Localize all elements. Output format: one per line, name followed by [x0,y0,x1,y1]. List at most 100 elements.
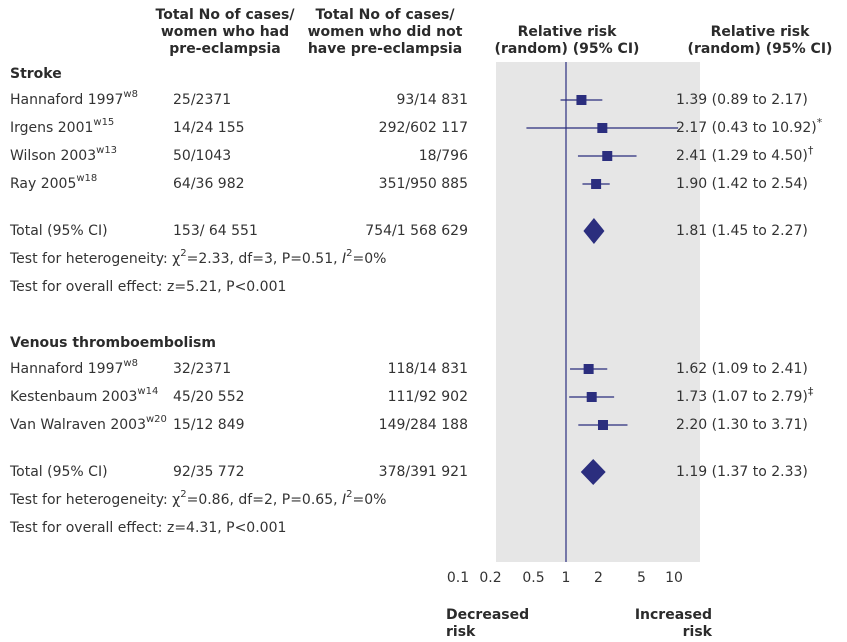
cases-pe: 14/24 155 [173,120,245,136]
x-tick-label: 1 [562,570,571,586]
column-header: (random) (95% CI) [495,41,640,57]
point-estimate [576,95,587,105]
study-name: Hannaford 1997w8 [10,358,138,377]
column-header: have pre-eclampsia [308,41,462,57]
study-ref: w18 [76,173,97,184]
study-name-text: Hannaford 1997 [10,361,123,377]
plot-panel [496,62,700,562]
study-name: Total (95% CI) [9,223,108,239]
heterogeneity-part: 2 [346,248,352,259]
rr-label-text: 1.73 (1.07 to 2.79) [676,389,808,405]
cases-no-pe: 351/950 885 [379,176,468,192]
column-header: (random) (95% CI) [688,41,833,57]
point-estimate [583,364,594,374]
x-tick-label: 5 [637,570,646,586]
heterogeneity-part: Test for heterogeneity: χ [9,492,180,508]
rr-label-text: 2.20 (1.30 to 3.71) [676,417,808,433]
cases-no-pe: 149/284 188 [379,417,468,433]
study-ref: w13 [96,145,117,156]
study-name: Kestenbaum 2003w14 [10,386,158,405]
heterogeneity-part: 2 [180,489,186,500]
cases-pe: 32/2371 [173,361,231,377]
rr-label: 2.41 (1.29 to 4.50)† [676,144,814,164]
cases-pe: 64/36 982 [173,176,245,192]
study-ref: w8 [123,358,138,369]
rr-label: 1.90 (1.42 to 2.54) [676,176,808,192]
rr-label-text: 1.39 (0.89 to 2.17) [676,92,808,108]
heterogeneity-part: I [342,251,346,267]
rr-label: 1.39 (0.89 to 2.17) [676,92,808,108]
rr-label-text: 2.17 (0.43 to 10.92) [676,120,817,136]
study-name: Hannaford 1997w8 [10,89,138,108]
direction-label: risk [683,624,713,640]
point-estimate [591,179,602,189]
rr-label-text: 1.19 (1.37 to 2.33) [676,464,808,480]
column-header: Total No of cases/ [316,7,456,23]
pooled-diamond [583,218,605,244]
rr-note: ‡ [808,385,814,398]
heterogeneity-part: =0% [353,492,387,508]
study-ref: w14 [137,386,158,397]
direction-label: risk [446,624,476,640]
column-header: pre-eclampsia [169,41,280,57]
rr-label-text: 1.62 (1.09 to 2.41) [676,361,808,377]
rr-label: 1.19 (1.37 to 2.33) [676,464,808,480]
overall-effect: Test for overall effect: z=5.21, P<0.001 [9,279,286,295]
rr-label-text: 1.90 (1.42 to 2.54) [676,176,808,192]
cases-no-pe: 18/796 [419,148,468,164]
heterogeneity-part: =2.33, df=3, P=0.51, [187,251,342,267]
study-name-text: Ray 2005 [10,176,76,192]
study-name-text: Wilson 2003 [10,148,96,164]
column-header: Total No of cases/ [156,7,296,23]
heterogeneity-part: I [342,492,346,508]
group-title: Stroke [10,66,62,82]
point-estimate [602,151,613,161]
study-name: Ray 2005w18 [10,173,97,192]
study-ref: w15 [93,117,114,128]
cases-pe: 153/ 64 551 [173,223,258,239]
cases-no-pe: 378/391 921 [379,464,468,480]
group-title: Venous thromboembolism [10,335,216,351]
study-name-text: Van Walraven 2003 [10,417,146,433]
x-tick-label: 0.1 [447,570,469,586]
rr-label-text: 2.41 (1.29 to 4.50) [676,148,808,164]
x-tick-label: 0.5 [522,570,544,586]
column-header: women who did not [308,24,463,40]
cases-pe: 92/35 772 [173,464,245,480]
study-name: Total (95% CI) [9,464,108,480]
x-tick-label: 0.2 [479,570,501,586]
rr-label: 2.20 (1.30 to 3.71) [676,417,808,433]
rr-label-text: 1.81 (1.45 to 2.27) [676,223,808,239]
rr-note: * [817,116,823,129]
study-name-text: Kestenbaum 2003 [10,389,137,405]
study-name-text: Total (95% CI) [9,223,108,239]
direction-label: Increased [635,607,712,623]
cases-no-pe: 292/602 117 [379,120,468,136]
study-name: Wilson 2003w13 [10,145,117,164]
x-tick-label: 10 [665,570,683,586]
rr-label: 1.81 (1.45 to 2.27) [676,223,808,239]
column-header: women who had [161,24,289,40]
point-estimate [586,392,597,402]
direction-label: Decreased [446,607,529,623]
study-name-text: Hannaford 1997 [10,92,123,108]
point-estimate [597,420,608,430]
rr-label: 1.73 (1.07 to 2.79)‡ [676,385,814,405]
heterogeneity: Test for heterogeneity: χ2=2.33, df=3, P… [9,248,386,267]
cases-pe: 25/2371 [173,92,231,108]
cases-no-pe: 93/14 831 [396,92,468,108]
point-estimate [597,123,608,133]
x-tick-label: 2 [594,570,603,586]
heterogeneity-part: =0% [353,251,387,267]
rr-note: † [808,144,814,157]
rr-label: 1.62 (1.09 to 2.41) [676,361,808,377]
heterogeneity-part: Test for heterogeneity: χ [9,251,180,267]
cases-pe: 15/12 849 [173,417,245,433]
heterogeneity-part: 2 [180,248,186,259]
heterogeneity-part: =0.86, df=2, P=0.65, [187,492,342,508]
overall-effect: Test for overall effect: z=4.31, P<0.001 [9,520,286,536]
cases-no-pe: 118/14 831 [388,361,468,377]
study-name-text: Total (95% CI) [9,464,108,480]
heterogeneity: Test for heterogeneity: χ2=0.86, df=2, P… [9,489,386,508]
